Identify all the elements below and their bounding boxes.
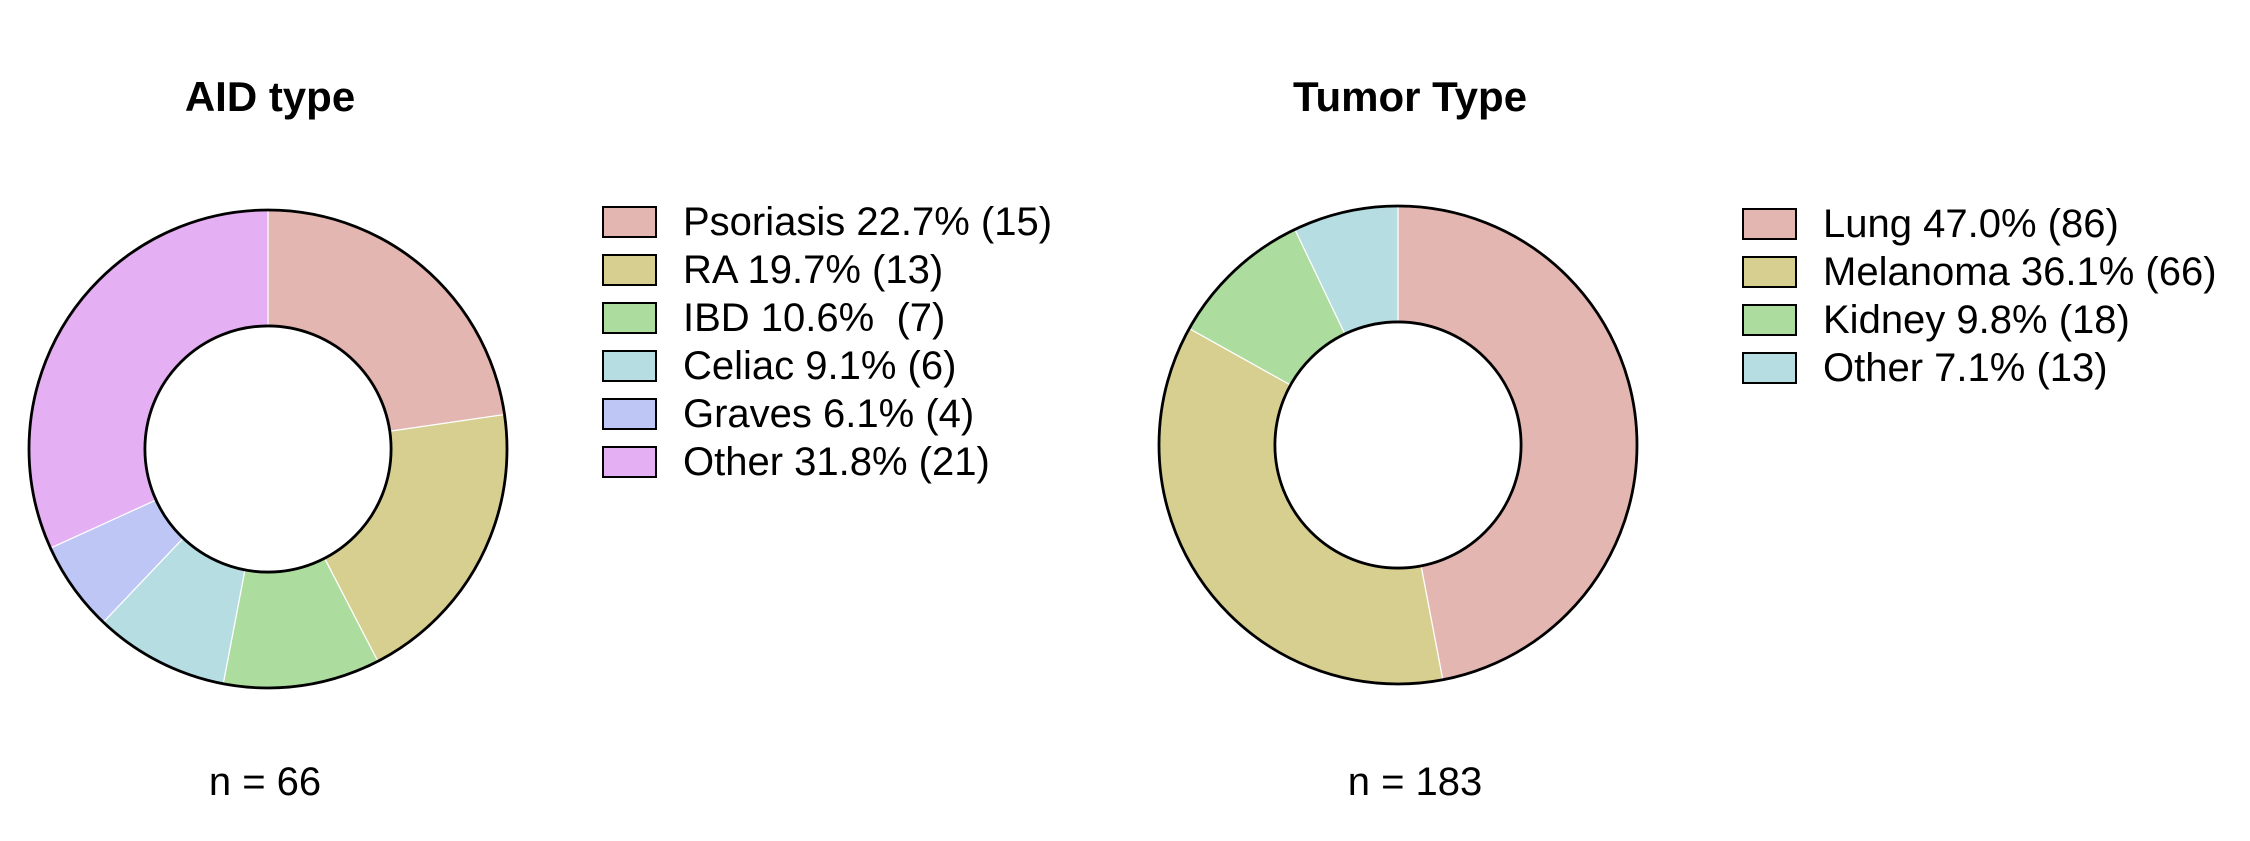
legend-swatch-melanoma	[1742, 256, 1797, 288]
legend-label: Psoriasis 22.7% (15)	[683, 200, 1053, 244]
legend-label: Other 31.8% (21)	[683, 440, 990, 484]
legend-item-celiac: Celiac 9.1% (6)	[602, 342, 1052, 390]
sample-size-label: n = 66	[208, 760, 322, 804]
legend-swatch-other	[1742, 352, 1797, 384]
legend-label: Lung 47.0% (86)	[1823, 202, 2119, 246]
legend-swatch-kidney	[1742, 304, 1797, 336]
sample-size-label: n = 183	[1347, 760, 1483, 804]
donut-outer-outline	[1157, 204, 1639, 686]
legend-label: Graves 6.1% (4)	[683, 392, 975, 436]
donut-inner-outline	[143, 324, 393, 574]
legend-label: Melanoma 36.1% (66)	[1823, 250, 2217, 294]
donut-chart-tumor-type	[1157, 204, 1639, 686]
donut-inner-outline	[1273, 320, 1523, 570]
donut-slice-melanoma	[1158, 327, 1444, 685]
legend-swatch-ra	[602, 254, 657, 286]
legend-item-psoriasis: Psoriasis 22.7% (15)	[602, 198, 1052, 246]
legend-label: Other 7.1% (13)	[1823, 346, 2108, 390]
legend-item-kidney: Kidney 9.8% (18)	[1742, 296, 2217, 344]
legend-swatch-other	[602, 446, 657, 478]
donut-chart-aid-type	[27, 208, 509, 690]
legend-label: Celiac 9.1% (6)	[683, 344, 957, 388]
legend-item-other: Other 7.1% (13)	[1742, 344, 2217, 392]
legend-item-other: Other 31.8% (21)	[602, 438, 1052, 486]
legend-swatch-celiac	[602, 350, 657, 382]
legend-swatch-lung	[1742, 208, 1797, 240]
legend-item-ibd: IBD 10.6% (7)	[602, 294, 1052, 342]
legend-item-graves: Graves 6.1% (4)	[602, 390, 1052, 438]
legend-label: Kidney 9.8% (18)	[1823, 298, 2130, 342]
donut-slice-other	[28, 209, 269, 549]
legend-tumor-type: Lung 47.0% (86) Melanoma 36.1% (66) Kidney…	[1742, 200, 2217, 392]
legend-swatch-graves	[602, 398, 657, 430]
legend-item-ra: RA 19.7% (13)	[602, 246, 1052, 294]
legend-item-melanoma: Melanoma 36.1% (66)	[1742, 248, 2217, 296]
legend-label: IBD 10.6% (7)	[683, 296, 946, 340]
legend-item-lung: Lung 47.0% (86)	[1742, 200, 2217, 248]
legend-aid-type: Psoriasis 22.7% (15) RA 19.7% (13) IBD 10.…	[602, 198, 1052, 486]
chart-title: Tumor Type	[1292, 72, 1528, 120]
legend-swatch-ibd	[602, 302, 657, 334]
chart-title: AID type	[184, 72, 356, 120]
legend-label: RA 19.7% (13)	[683, 248, 944, 292]
legend-swatch-psoriasis	[602, 206, 657, 238]
donut-slice-lung	[1397, 205, 1638, 681]
donut-outer-outline	[27, 208, 509, 690]
